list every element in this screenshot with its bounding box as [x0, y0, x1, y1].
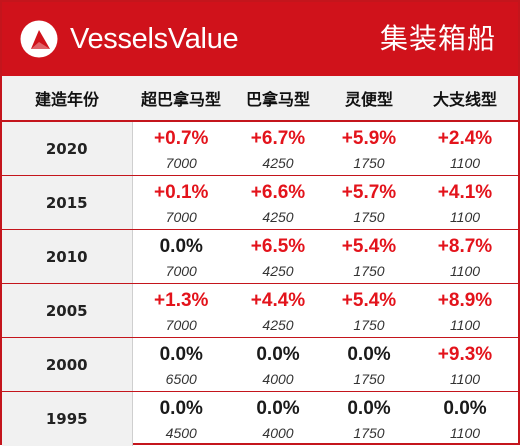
- vessel-size-teu: 4500: [133, 424, 231, 442]
- value-cell: 0.0% 4000: [230, 392, 326, 446]
- value-change-percent: 0.0%: [326, 344, 412, 366]
- value-change-percent: 0.0%: [133, 344, 231, 366]
- vessel-size-teu: 1750: [326, 424, 412, 442]
- value-cell: 0.0% 4000: [230, 338, 326, 392]
- build-year-cell: 2000: [2, 338, 132, 392]
- value-cell: +6.7% 4250: [230, 121, 326, 176]
- value-cell: 0.0% 4500: [132, 392, 230, 446]
- section-title: 集装箱船: [380, 20, 496, 58]
- table-row: 2015+0.1% 7000 +6.6% 4250+5.7% 1750+4.1% 1100: [2, 176, 518, 230]
- vessel-size-teu: 7000: [133, 154, 231, 172]
- table-row: 2020+0.7% 7000 +6.7% 4250+5.9% 1750+2.4% 1100: [2, 121, 518, 176]
- build-year-cell: 2010: [2, 230, 132, 284]
- column-header-feedermax: 大支线型: [412, 76, 518, 121]
- value-cell: +4.4% 4250: [230, 284, 326, 338]
- vessel-size-teu: 7000: [133, 262, 231, 280]
- value-cell: 0.0% 7000: [132, 230, 230, 284]
- value-cell: 0.0% 6500: [132, 338, 230, 392]
- vessel-size-teu: 1100: [412, 424, 518, 442]
- build-year-cell: 2005: [2, 284, 132, 338]
- value-change-percent: +6.7%: [230, 128, 326, 150]
- value-cell: +6.6% 4250: [230, 176, 326, 230]
- value-change-percent: +0.1%: [133, 182, 231, 204]
- value-cell: +5.7% 1750: [326, 176, 412, 230]
- value-change-percent: +0.7%: [133, 128, 231, 150]
- vessel-size-teu: 6500: [133, 370, 231, 388]
- value-cell: +5.4% 1750: [326, 230, 412, 284]
- column-header-build-year: 建造年份: [2, 76, 132, 121]
- vessel-size-teu: 1750: [326, 208, 412, 226]
- vessel-size-teu: 4000: [230, 424, 326, 442]
- vessel-size-teu: 1100: [412, 370, 518, 388]
- value-cell: +0.7% 7000: [132, 121, 230, 176]
- value-cell: +2.4% 1100: [412, 121, 518, 176]
- build-year-cell: 2020: [2, 121, 132, 176]
- value-cell: +5.9% 1750: [326, 121, 412, 176]
- vessel-size-teu: 4250: [230, 208, 326, 226]
- value-change-percent: +4.4%: [230, 290, 326, 312]
- table-row: 2005+1.3% 7000 +4.4% 4250+5.4% 1750+8.9% 1100: [2, 284, 518, 338]
- value-cell: +8.7% 1100: [412, 230, 518, 284]
- vessel-size-teu: 1750: [326, 262, 412, 280]
- value-cell: +5.4% 1750: [326, 284, 412, 338]
- vessel-size-teu: 1100: [412, 316, 518, 334]
- value-change-percent: +8.9%: [412, 290, 518, 312]
- value-change-percent: +5.4%: [326, 236, 412, 258]
- value-change-percent: 0.0%: [230, 398, 326, 420]
- vessel-size-teu: 1100: [412, 154, 518, 172]
- value-change-table: 建造年份 超巴拿马型 巴拿马型 灵便型 大支线型 2020+0.7%7000+6…: [2, 76, 518, 446]
- vessel-size-teu: 7000: [133, 208, 231, 226]
- table-body: 2020+0.7%7000+6.7%4250+5.9%1750+2.4%1100…: [2, 121, 518, 446]
- vesselsvalue-logo-icon: [20, 20, 58, 58]
- value-change-percent: 0.0%: [133, 398, 231, 420]
- build-year-cell: 2015: [2, 176, 132, 230]
- value-change-percent: 0.0%: [230, 344, 326, 366]
- vessel-size-teu: 4000: [230, 370, 326, 388]
- value-cell: +1.3% 7000: [132, 284, 230, 338]
- vessel-size-teu: 7000: [133, 316, 231, 334]
- vessel-size-teu: 1750: [326, 154, 412, 172]
- column-header-panamax: 巴拿马型: [230, 76, 326, 121]
- value-cell: +0.1% 7000: [132, 176, 230, 230]
- value-change-percent: +8.7%: [412, 236, 518, 258]
- value-change-percent: +6.6%: [230, 182, 326, 204]
- value-cell: +4.1% 1100: [412, 176, 518, 230]
- build-year-cell: 1995: [2, 392, 132, 446]
- column-header-handy: 灵便型: [326, 76, 412, 121]
- value-cell: +6.5% 4250: [230, 230, 326, 284]
- vessel-size-teu: 1100: [412, 262, 518, 280]
- value-change-percent: +6.5%: [230, 236, 326, 258]
- header-bar: VesselsValue 集装箱船: [2, 2, 518, 76]
- vessel-size-teu: 1750: [326, 370, 412, 388]
- value-change-percent: +5.7%: [326, 182, 412, 204]
- vessel-size-teu: 4250: [230, 316, 326, 334]
- value-change-percent: 0.0%: [326, 398, 412, 420]
- value-cell: 0.0% 1750: [326, 338, 412, 392]
- brand-name: VesselsValue: [70, 20, 238, 58]
- vessel-size-teu: 1100: [412, 208, 518, 226]
- value-change-percent: +5.4%: [326, 290, 412, 312]
- vessel-size-teu: 4250: [230, 154, 326, 172]
- vessel-size-teu: 4250: [230, 262, 326, 280]
- value-change-percent: +2.4%: [412, 128, 518, 150]
- column-header-post-panamax: 超巴拿马型: [132, 76, 230, 121]
- value-cell: 0.0% 1750: [326, 392, 412, 446]
- value-change-percent: +4.1%: [412, 182, 518, 204]
- value-change-percent: 0.0%: [133, 236, 231, 258]
- value-cell: 0.0% 1100: [412, 392, 518, 446]
- value-cell: +9.3% 1100: [412, 338, 518, 392]
- vessel-size-teu: 1750: [326, 316, 412, 334]
- value-change-percent: +1.3%: [133, 290, 231, 312]
- value-cell: +8.9% 1100: [412, 284, 518, 338]
- value-change-percent: +9.3%: [412, 344, 518, 366]
- table-header-row: 建造年份 超巴拿马型 巴拿马型 灵便型 大支线型: [2, 76, 518, 121]
- value-change-percent: +5.9%: [326, 128, 412, 150]
- value-change-percent: 0.0%: [412, 398, 518, 420]
